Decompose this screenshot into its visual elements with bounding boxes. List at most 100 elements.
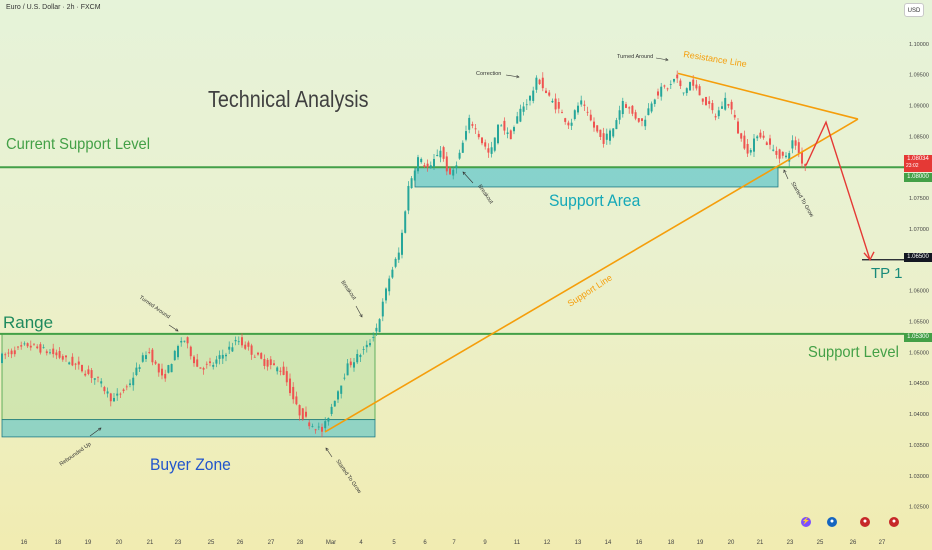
- candle-body: [58, 351, 61, 358]
- candle-body: [170, 364, 173, 373]
- candle: [721, 101, 723, 109]
- candles: [1, 70, 807, 438]
- candle: [7, 348, 10, 357]
- candle: [599, 129, 602, 141]
- candle-body: [327, 417, 330, 422]
- candle-body: [634, 112, 637, 119]
- projection-path: [805, 120, 875, 262]
- candle-body: [685, 88, 688, 94]
- candle-body: [721, 106, 723, 109]
- candle: [177, 344, 179, 360]
- candle-body: [522, 106, 525, 112]
- candle: [420, 157, 423, 164]
- candle: [452, 166, 455, 180]
- candle: [644, 115, 647, 131]
- candle-body: [567, 122, 570, 126]
- candle: [157, 363, 160, 377]
- candle: [625, 101, 627, 109]
- candle-body: [561, 112, 563, 114]
- candle: [458, 149, 461, 160]
- candle-body: [385, 288, 387, 301]
- candle: [753, 133, 755, 157]
- candle-body: [119, 393, 122, 395]
- candle: [529, 95, 531, 106]
- candle-body: [449, 168, 451, 175]
- candle: [141, 352, 144, 363]
- x-tick-label: 26: [237, 540, 244, 546]
- candle-body: [765, 142, 768, 145]
- us-flag-icon[interactable]: ●: [860, 517, 870, 527]
- candle: [308, 419, 311, 430]
- candle: [273, 360, 275, 366]
- x-tick-label: 23: [787, 540, 794, 546]
- candle-body: [730, 101, 733, 110]
- candle: [618, 105, 621, 125]
- candle: [733, 110, 736, 120]
- candle-body: [337, 391, 339, 400]
- candle-body: [468, 117, 471, 130]
- candle-body: [13, 350, 16, 355]
- x-tick-label: 18: [55, 540, 62, 546]
- candle: [193, 355, 195, 367]
- y-tick-label: 1.06000: [909, 289, 929, 295]
- candle: [237, 336, 240, 345]
- candle-body: [167, 365, 170, 373]
- candle-body: [772, 149, 775, 151]
- candle-body: [87, 369, 90, 374]
- candle: [301, 407, 304, 421]
- candle: [426, 159, 429, 172]
- symbol-title: Euro / U.S. Dollar · 2h · FXCM: [6, 4, 101, 11]
- candle-body: [577, 105, 579, 113]
- candle: [730, 99, 733, 115]
- candle: [429, 161, 432, 169]
- lightning-icon[interactable]: ⚡: [801, 517, 811, 527]
- candle: [100, 378, 103, 388]
- candle-body: [647, 108, 650, 116]
- candle: [401, 229, 403, 259]
- candle-body: [36, 346, 39, 349]
- candle-body: [663, 85, 666, 87]
- candle-body: [116, 393, 119, 396]
- candle-body: [509, 130, 512, 140]
- candle: [397, 247, 400, 263]
- candle: [135, 362, 138, 377]
- candle-body: [442, 147, 445, 159]
- candle-body: [769, 138, 771, 145]
- candle-body: [737, 121, 739, 134]
- candle: [477, 130, 480, 140]
- started-to-grow-left-arrow-head: [325, 447, 329, 452]
- x-tick-label: 12: [544, 540, 551, 546]
- candle: [714, 113, 717, 121]
- candle: [74, 362, 77, 370]
- us-flag-icon-2[interactable]: ●: [889, 517, 899, 527]
- candle: [484, 139, 487, 150]
- candle-body: [49, 352, 51, 354]
- candle: [417, 154, 419, 174]
- candle-body: [775, 150, 778, 155]
- candle: [138, 364, 141, 373]
- candle: [468, 114, 471, 134]
- currency-button[interactable]: USD: [904, 3, 924, 17]
- candle-body: [311, 426, 314, 428]
- projection-arrowhead: [863, 251, 875, 262]
- candle-body: [727, 104, 730, 106]
- current-price-tag: 1.08034: [904, 155, 932, 172]
- candle-body: [413, 170, 416, 181]
- candle: [593, 117, 595, 132]
- candle-body: [359, 354, 362, 358]
- candle: [759, 129, 762, 139]
- candle: [391, 266, 394, 279]
- candle: [535, 75, 538, 93]
- candle-timer: 23:02: [906, 163, 919, 169]
- candle-body: [218, 355, 221, 359]
- candle-body: [109, 393, 112, 402]
- x-tick-label: 18: [668, 540, 675, 546]
- candle-body: [289, 378, 291, 394]
- candle: [314, 428, 317, 434]
- candle-body: [234, 339, 237, 342]
- globe-icon[interactable]: ●: [827, 517, 837, 527]
- candle: [148, 347, 151, 355]
- candle: [285, 366, 288, 386]
- candle-body: [228, 346, 231, 350]
